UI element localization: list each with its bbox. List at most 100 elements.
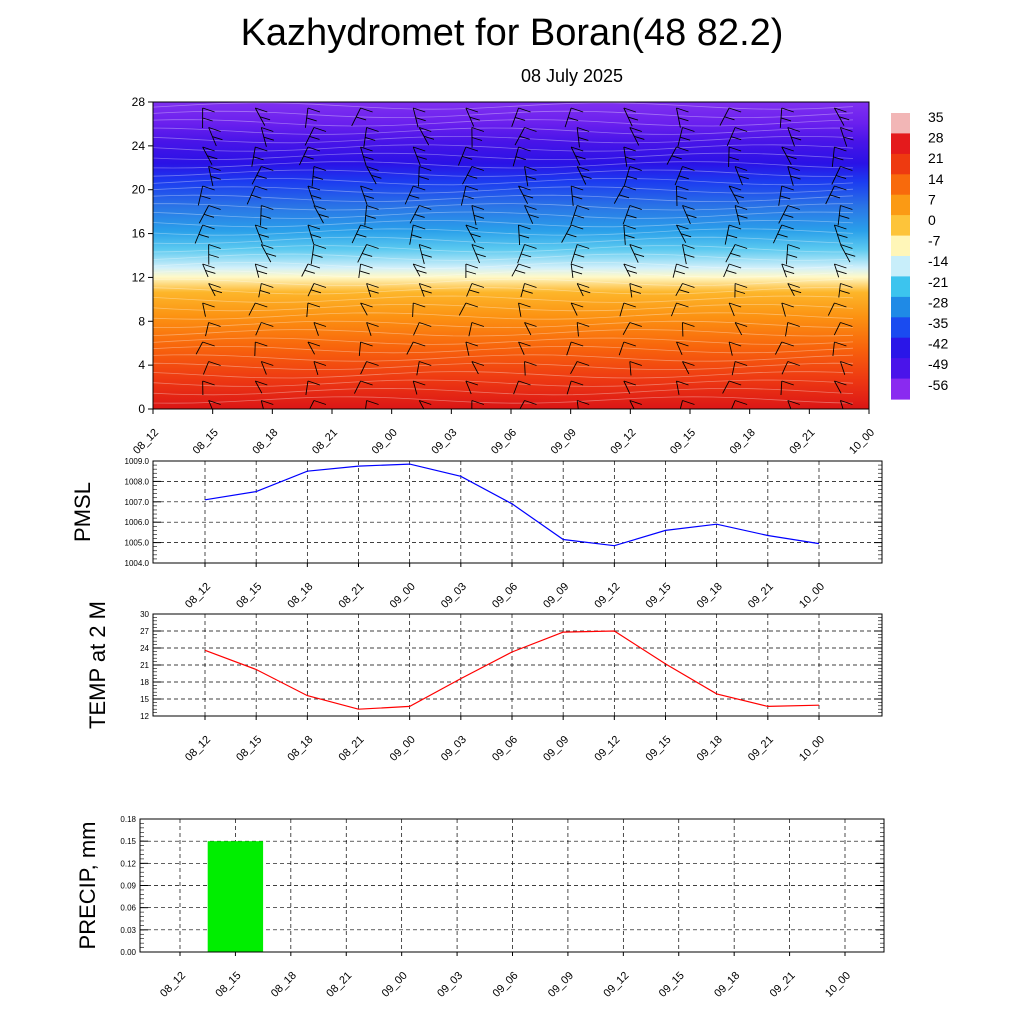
contour-line (153, 203, 854, 211)
temp-x-tick-label: 09_21 (746, 734, 776, 764)
pmsl-x-tick-label: 08_12 (183, 581, 213, 611)
wind-barb-flag (471, 400, 485, 405)
wind-barb (468, 322, 473, 337)
wind-barb (260, 127, 267, 147)
wind-barb-flag (634, 135, 645, 140)
wind-barb-flag (790, 175, 801, 180)
wind-barb (566, 341, 572, 356)
wind-barb-flag (734, 205, 748, 210)
wind-barb (722, 380, 730, 394)
wind-barb (251, 166, 262, 185)
precip-x-tick-label: 08_18 (269, 970, 299, 1000)
heatmap-y-tick-label: 8 (138, 314, 145, 328)
wind-barb (670, 302, 677, 317)
colorbar-swatch (891, 235, 910, 257)
heatmap-x-tick-label: 09_18 (728, 427, 758, 457)
wind-barb-flag (781, 107, 794, 113)
wind-barb-flag (840, 205, 853, 210)
pmsl-x-tick-label: 09_12 (592, 581, 622, 611)
wind-barb-flag (356, 233, 367, 238)
colorbar-swatch (891, 113, 910, 134)
pmsl-y-tick-label: 1005.0 (125, 539, 150, 548)
wind-barb (260, 361, 267, 375)
colorbar-label: 28 (928, 130, 944, 146)
colorbar-swatch (891, 378, 910, 400)
wind-barb-flag (471, 127, 485, 132)
wind-barb (778, 205, 789, 224)
wind-barb-flag (202, 185, 215, 191)
wind-barb-flag (577, 244, 590, 249)
wind-barb (251, 146, 256, 167)
pmsl-x-tick-label: 09_18 (695, 581, 725, 611)
wind-barb (518, 341, 525, 355)
wind-barb-flag (465, 263, 479, 269)
heatmap-x-tick-label: 09_09 (549, 427, 579, 457)
wind-barb-flag (571, 224, 584, 230)
wind-barb-flag (256, 270, 268, 275)
wind-barb-flag (307, 263, 321, 269)
wind-barb-flag (623, 185, 636, 191)
wind-barb (460, 185, 467, 206)
wind-barb (518, 302, 522, 317)
wind-barb-flag (360, 107, 373, 113)
pmsl-x-tick-label: 10_00 (797, 581, 827, 611)
wind-barb-flag (630, 289, 641, 294)
wind-barb-flag (678, 117, 689, 122)
wind-barb-flag (211, 289, 223, 294)
wind-barb-flag (312, 176, 324, 180)
wind-barb-flag (731, 136, 742, 141)
wind-barb (412, 107, 419, 128)
wind-barb-flag (465, 380, 479, 386)
wind-barb-flag (260, 215, 272, 219)
wind-barb (728, 341, 733, 356)
heatmap-area (153, 102, 869, 409)
wind-barb (728, 302, 735, 317)
precip-x-tick-label: 09_18 (712, 970, 742, 1000)
contour-line (153, 119, 854, 127)
precip-y-tick-label: 0.12 (120, 859, 136, 868)
wind-barb-flag (475, 253, 486, 258)
wind-barb (311, 166, 315, 187)
temp-x-tick-label: 08_15 (234, 734, 264, 764)
wind-barb-flag (787, 244, 800, 249)
wind-barb-flag (834, 107, 847, 113)
pmsl-x-tick-label: 09_06 (490, 581, 520, 611)
wind-barb-flag (418, 176, 429, 180)
pmsl-x-tick-label: 09_21 (746, 581, 776, 611)
wind-barb-flag (359, 270, 370, 275)
wind-barb-flag (518, 107, 531, 113)
colorbar-swatch (891, 358, 910, 380)
wind-barb-flag (518, 234, 530, 239)
wind-barb-flag (208, 244, 221, 249)
wind-barb-flag (577, 322, 590, 327)
wind-barb-flag (465, 302, 479, 308)
wind-barb (728, 146, 730, 168)
wind-barb-flag (790, 136, 802, 141)
pmsl-y-tick-label: 1007.0 (125, 498, 150, 507)
precip-y-tick-label: 0.18 (120, 815, 136, 824)
precip-y-tick-label: 0.09 (120, 882, 136, 891)
wind-barb-flag (419, 283, 432, 288)
wind-barb-flag (261, 127, 274, 132)
wind-barb (357, 244, 367, 263)
wind-barb-flag (728, 146, 742, 152)
wind-barb (518, 185, 529, 205)
contour-line (153, 194, 854, 203)
wind-barb (778, 185, 783, 206)
wind-barb-flag (728, 302, 742, 308)
wind-barb-flag (726, 270, 737, 274)
precip-x-tick-label: 09_00 (380, 970, 410, 1000)
wind-barb (682, 361, 690, 375)
wind-barb (734, 205, 741, 226)
wind-barb-flag (524, 322, 537, 327)
colorbar-swatch (891, 215, 910, 237)
contour-line (153, 396, 854, 404)
wind-barb-flag (518, 224, 531, 230)
temp-y-tick-label: 21 (140, 661, 149, 670)
wind-barb-flag (421, 253, 432, 258)
contour-line (153, 362, 854, 371)
wind-barb-flag (783, 213, 794, 218)
wind-barb (831, 146, 835, 167)
wind-barb-flag (577, 166, 590, 171)
wind-barb-flag (787, 283, 800, 288)
